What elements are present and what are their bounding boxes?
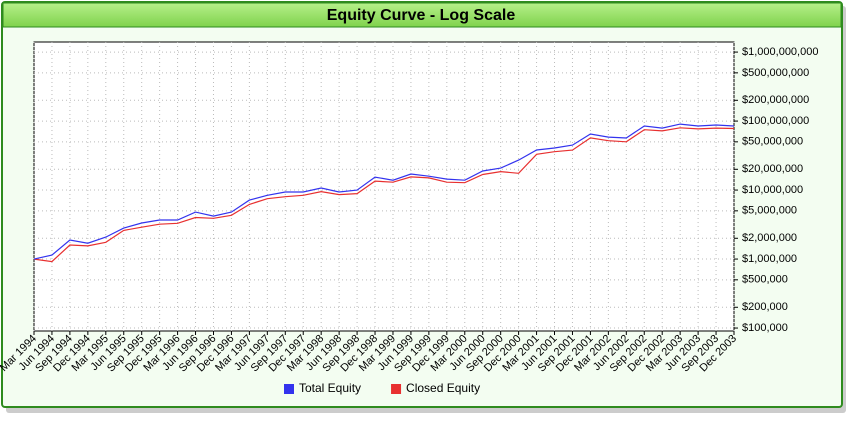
series-line [33,123,735,260]
plot-area [33,41,735,332]
y-tick-label: $500,000,000 [742,67,809,79]
legend-label: Total Equity [299,381,361,395]
y-tick-label: $10,000,000 [742,184,803,196]
y-tick-label: $20,000,000 [742,163,803,175]
y-tick-label: $1,000,000 [742,253,797,265]
y-tick-label: $50,000,000 [742,136,803,148]
y-tick-label: $200,000,000 [742,94,809,106]
chart-title: Equity Curve - Log Scale [327,7,516,24]
y-tick-label: $5,000,000 [742,205,797,217]
legend-label: Closed Equity [406,381,480,395]
y-tick-label: $1,000,000,000 [742,46,818,58]
y-tick-label: $500,000 [742,274,788,286]
y-tick-label: $100,000 [742,322,788,334]
y-tick-label: $200,000 [742,301,788,313]
legend-swatch [391,384,402,394]
title-bar [2,2,842,28]
series-line [33,127,735,263]
legend-swatch [284,384,294,394]
y-tick-label: $2,000,000 [742,232,797,244]
y-tick-label: $100,000,000 [742,115,809,127]
